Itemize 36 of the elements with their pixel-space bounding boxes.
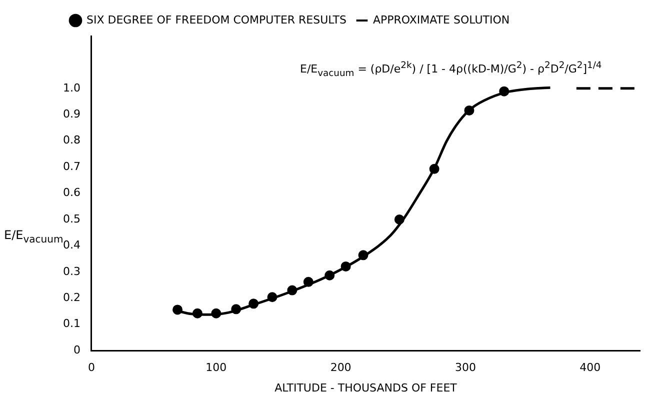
point [499, 86, 510, 96]
y-tick-label: 0.3 [62, 264, 80, 278]
point [211, 308, 222, 318]
y-tick-label: 1.0 [62, 81, 80, 94]
point [429, 164, 440, 174]
legend-label: SIX DEGREE OF FREEDOM COMPUTER RESULTS [86, 13, 346, 26]
x-tick-label: 400 [580, 361, 601, 374]
y-tick-label: 0.2 [62, 291, 80, 304]
y-tick-label: 0 [73, 343, 80, 356]
x-axis-title: ALTITUDE - THOUSANDS OF FEET [274, 381, 458, 394]
x-tick-label: 200 [330, 361, 352, 374]
y-tick-label: 0.8 [62, 134, 80, 147]
x-tick-label: 300 [454, 361, 476, 374]
x-tick-label: 0 [88, 361, 95, 374]
y-tick-label: 0.7 [62, 160, 80, 173]
point [340, 261, 351, 272]
text: E/E$_{vacuum}$ = (ρD/e$^{2k}$) / [1 - 4ρ((kD-M)/G$^{2}$) - ρ$^{2}$D$^{2}$/G$^{2}$]$^{1/4}$ [300, 60, 602, 79]
x-tick-label: 100 [206, 361, 227, 374]
y-axis-title: E/E$_{vacuum}$ [4, 228, 64, 246]
point [464, 105, 474, 116]
point [192, 308, 202, 318]
point [172, 304, 183, 315]
y-tick-label: 0.6 [62, 186, 80, 200]
y-tick-label: 0.1 [62, 317, 80, 330]
legend-label: APPROXIMATE SOLUTION [372, 13, 510, 26]
point [394, 214, 404, 225]
y-tick-label: 0.4 [62, 238, 80, 252]
point [358, 250, 368, 260]
point [324, 270, 335, 280]
point [248, 298, 259, 309]
y-tick-label: 0.9 [62, 108, 80, 121]
point [267, 292, 278, 302]
point [231, 304, 242, 314]
point [287, 285, 298, 296]
y-tick-label: 0.5 [62, 212, 80, 226]
point [303, 276, 314, 287]
